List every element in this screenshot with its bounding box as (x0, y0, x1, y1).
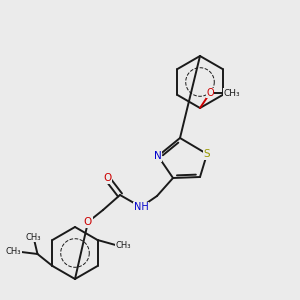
Text: CH₃: CH₃ (224, 88, 240, 98)
Text: CH₃: CH₃ (26, 232, 41, 242)
Text: O: O (84, 217, 92, 227)
Text: S: S (204, 149, 210, 159)
Text: O: O (103, 173, 111, 183)
Text: CH₃: CH₃ (116, 241, 131, 250)
Text: N: N (154, 151, 162, 161)
Text: CH₃: CH₃ (6, 248, 22, 256)
Text: NH: NH (134, 202, 148, 212)
Text: O: O (206, 88, 214, 98)
